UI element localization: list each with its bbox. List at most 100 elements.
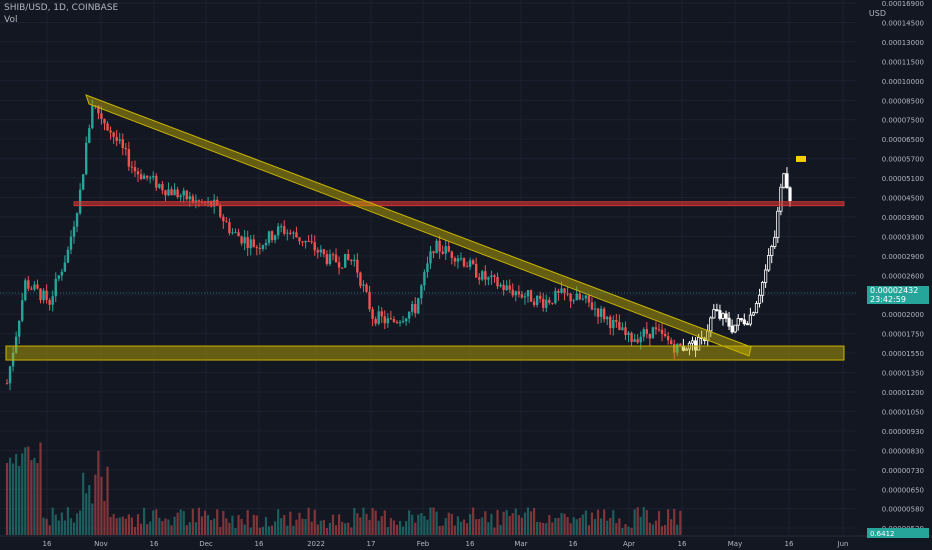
volume-bar [27,446,30,535]
candle-body [651,327,655,339]
candle-body [557,290,560,293]
y-tick-label: 0.00007500 [882,117,924,125]
volume-bar [206,515,210,535]
candle-body [295,232,298,238]
x-tick-label: 2022 [307,540,325,548]
symbol-title: SHIB/USD, 1D, COINBASE [4,3,119,13]
candle-body [292,232,295,234]
volume-bar [551,522,554,535]
last-price-value: 0.00002432 [870,286,919,295]
volume-bar [441,525,444,535]
volume-bar [636,507,639,535]
volume-bar [69,518,73,535]
volume-bar [167,519,170,535]
volume-bar [380,516,383,535]
volume-bar [283,515,286,535]
candle-body [669,340,673,345]
volume-bar [231,515,234,535]
volume-bar [532,508,536,535]
candle-body [496,276,499,287]
volume-bar [249,527,252,535]
candle-body [392,318,396,322]
volume-bar [106,466,109,535]
volume-bar [505,510,508,535]
candle-body [788,187,792,202]
volume-bars [5,442,682,535]
candle-body [618,321,621,331]
x-tick-label: 16 [678,540,687,548]
volume-bar [493,527,496,535]
volume-bar [51,507,54,535]
volume-bar [219,526,222,535]
volume-label: Vol [4,15,18,25]
candle-body [313,242,316,251]
candle-body [450,251,454,259]
candle-body [414,303,417,314]
candle-body [24,280,27,301]
candle-body [179,195,182,198]
candle-body [767,254,771,271]
volume-bar [645,510,648,535]
candle-body [139,174,143,180]
candle-body [112,132,115,137]
volume-bar [24,447,27,535]
volume-bar [112,514,115,535]
volume-bar [462,519,466,535]
candle-body [255,247,259,249]
volume-readout-badge [867,528,929,538]
volume-bar [502,511,505,535]
volume-bar [563,513,566,535]
last-price-tag: 0.00002432 23:42:59 [867,286,929,304]
volume-bar [200,516,204,535]
volume-bar [331,514,335,535]
volume-bar [173,516,176,535]
candle-body [270,231,274,241]
candle-body [109,130,112,133]
candle-body [785,173,789,189]
volume-bar [642,507,645,535]
candle-body [490,275,493,278]
volume-bar [30,460,33,535]
volume-bar [170,525,173,535]
x-tick-label: May [728,540,742,548]
candle-body [526,290,530,297]
volume-bar [267,526,271,535]
volume-bar [392,520,396,535]
volume-bar [569,523,572,535]
y-tick-label: 0.00014500 [882,19,924,27]
y-tick-label: 0.00001550 [882,350,924,358]
volume-bar [673,508,676,535]
candle-body [243,237,246,244]
candle-body [91,105,94,129]
volume-bar [197,507,201,535]
candle-body [136,171,140,175]
volume-bar [651,524,654,535]
candle-body [319,249,323,253]
volume-bar [663,524,667,535]
candle-body [760,282,765,296]
y-tick-label: 0.00005100 [882,175,924,183]
x-tick-label: 16 [150,540,159,548]
volume-bar [234,527,237,535]
candle-body [222,216,225,222]
candle-body [456,258,460,262]
candle-body [331,254,335,256]
candle-body [252,239,255,248]
volume-bar [389,518,392,535]
candle-body [11,352,15,367]
volume-bar [606,520,609,535]
candle-body [751,312,756,316]
candle-body [118,139,121,141]
candle-body [17,320,21,337]
candle-body [328,254,332,265]
volume-bar [121,516,124,535]
volume-bar [97,450,100,535]
candle-body [36,284,39,289]
candle-body [48,299,51,305]
volume-bar [420,513,423,535]
candles [5,99,792,391]
volume-bar [487,522,490,535]
candle-body [742,319,746,325]
